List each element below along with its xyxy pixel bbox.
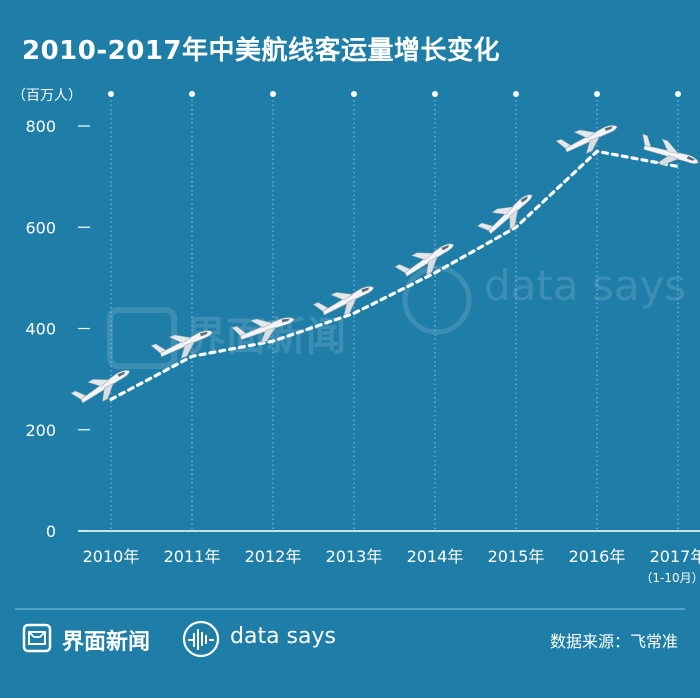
gridline-dot — [108, 91, 114, 97]
airplane-shape — [634, 131, 700, 177]
x-tick-label: 2013年 — [326, 547, 383, 566]
gridlines — [108, 91, 681, 531]
y-tick-label: 800 — [25, 117, 56, 136]
gridline-dot — [189, 91, 195, 97]
series-line — [109, 149, 680, 401]
gridline-dot — [432, 91, 438, 97]
watermark-partner: data says — [484, 261, 686, 310]
gridline-dot — [594, 91, 600, 97]
data-source: 数据来源：飞常准 — [549, 632, 678, 651]
airplane-icon — [393, 235, 461, 287]
footer: 界面新闻 data says 数据来源：飞常准 — [0, 598, 700, 688]
watermark: 界面新闻 data says — [107, 261, 686, 369]
axes: （百万人） 0 200 400 600 800 2010年 2011年 2012年 2013年 20… — [12, 88, 700, 585]
y-axis-label: （百万人） — [12, 88, 82, 104]
footer-divider — [15, 608, 685, 610]
y-tick-label: 0 — [46, 522, 56, 541]
jiemian-logo-icon — [22, 623, 52, 653]
x-tick-label: 2014年 — [407, 547, 464, 566]
chart-title: 2010-2017年中美航线客运量增长变化 — [22, 36, 501, 66]
line-chart: 界面新闻 data says （百万人） 0 200 400 600 800 2010年 20… — [12, 88, 700, 585]
airplane-shape — [393, 235, 461, 287]
x-tick-label: 2017年 — [650, 547, 700, 566]
y-tick-label: 600 — [25, 218, 56, 237]
y-tick-label: 200 — [25, 421, 56, 440]
gridline-dot — [513, 91, 519, 97]
x-tick-label: 2012年 — [245, 547, 302, 566]
x-tick-label: 2010年 — [83, 547, 140, 566]
airplane-icon — [69, 361, 137, 414]
y-tick-label: 400 — [25, 320, 56, 339]
watermark-logo-icon — [107, 307, 177, 369]
x-tick-note: （1-10月） — [640, 571, 700, 585]
x-tick-label: 2015年 — [488, 547, 545, 566]
x-tick-label: 2011年 — [164, 547, 221, 566]
gridline-dot — [675, 91, 681, 97]
gridline-dot — [351, 91, 357, 97]
partner-name: data says — [230, 624, 336, 649]
series — [109, 149, 680, 401]
airplane-icon — [634, 131, 700, 177]
x-tick-label: 2016年 — [569, 547, 626, 566]
airplane-shape — [69, 361, 137, 414]
brand-name: 界面新闻 — [62, 630, 151, 655]
datasays-logo-icon — [182, 620, 220, 658]
watermark-partner-icon — [402, 265, 472, 335]
gridline-dot — [270, 91, 276, 97]
